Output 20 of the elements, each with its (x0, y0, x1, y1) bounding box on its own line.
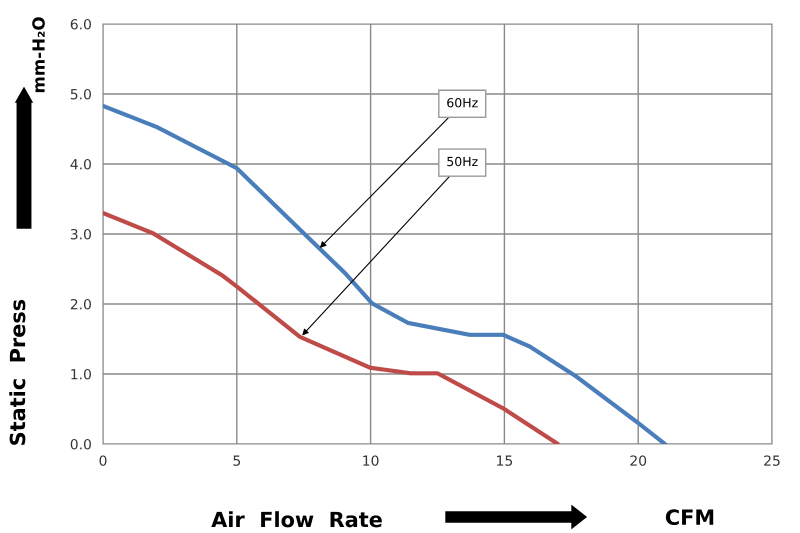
x-tick-label: 20 (630, 455, 646, 466)
x-tick-label: 0 (99, 455, 106, 466)
y-tick-label: 6.0 (70, 18, 91, 30)
x-tick-label: 25 (764, 455, 780, 466)
text: CFM (666, 509, 714, 526)
x-axis-title: Air Flow Rate (211, 511, 382, 528)
line-series (103, 210, 560, 444)
x-tick-label: 15 (497, 456, 512, 466)
x-tick-label: 10 (363, 455, 379, 466)
annotation: 60Hz (447, 98, 478, 108)
y-tick-label: 4.0 (70, 158, 91, 170)
annotation: 50Hz (447, 156, 478, 166)
y-tick-label: 3.0 (70, 228, 91, 240)
y-tick-label: 5.0 (70, 88, 91, 100)
text: mm-H₂O (32, 17, 45, 92)
y-axis-title: Static Press (9, 300, 26, 445)
x-tick-label: 5 (233, 456, 240, 466)
y-tick-label: 2.0 (70, 298, 91, 310)
y-tick-label: 0.0 (70, 438, 91, 450)
y-tick-label: 1.0 (71, 368, 91, 380)
